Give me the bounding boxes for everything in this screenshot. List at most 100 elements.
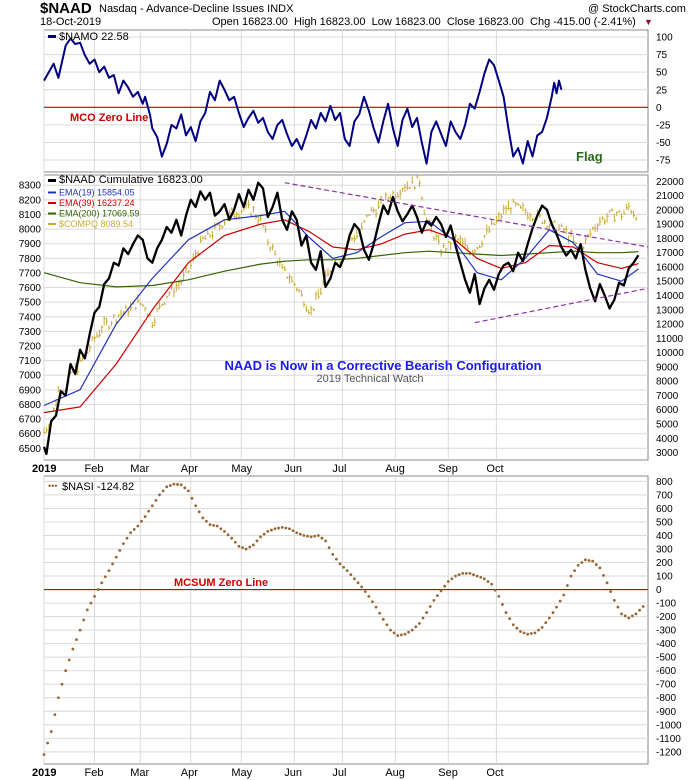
nasi-point	[161, 489, 165, 493]
nasi-point	[154, 498, 158, 502]
nasi-point	[172, 482, 176, 486]
nasi-point	[57, 696, 60, 700]
naad-chart-title: NAAD is Now in a Corrective Bearish Conf…	[224, 358, 541, 373]
naad-left-tick-label: 7000	[19, 371, 42, 382]
nasi-xtick-label: 2019	[32, 767, 56, 779]
nasi-tick-label: -600	[656, 666, 676, 677]
nasi-point	[205, 519, 208, 523]
nasi-point	[641, 605, 645, 608]
nasi-point	[53, 713, 57, 717]
nasi-point	[103, 575, 107, 579]
nasi-point	[291, 529, 295, 533]
nasi-point	[573, 569, 577, 573]
naad-xtick-label: May	[231, 463, 252, 475]
naad-legend-swatch	[48, 202, 56, 204]
naad-xtick-label: Jun	[284, 463, 302, 475]
nasi-point	[468, 571, 472, 575]
nasi-point	[241, 546, 244, 550]
nasi-point	[71, 647, 75, 651]
naad-right-tick-label: 14000	[656, 291, 684, 302]
naad-right-tick-label: 6000	[656, 405, 679, 416]
nasi-point	[555, 605, 558, 609]
nasi-point	[623, 614, 627, 618]
nasi-point	[215, 524, 219, 528]
naad-right-tick-label: 11000	[656, 334, 684, 345]
nasi-point	[183, 486, 187, 490]
nasi-point	[140, 519, 143, 523]
nasi-xtick-label: Jun	[284, 767, 302, 779]
naad-left-tick-label: 7700	[19, 268, 42, 279]
symbol-description: Nasdaq - Advance-Decline Issues INDX	[99, 3, 294, 15]
nasi-point	[612, 598, 616, 602]
nasi-point	[360, 585, 364, 589]
nasi-point	[616, 605, 620, 609]
nasi-tick-label: 400	[656, 531, 673, 542]
nasi-point	[201, 516, 205, 520]
nasi-xtick-label: Oct	[486, 767, 503, 779]
nasi-point	[230, 536, 234, 540]
naad-left-tick-label: 7800	[19, 254, 42, 265]
nasi-tick-label: 500	[656, 517, 673, 528]
compq-bars	[43, 175, 638, 435]
nasi-point	[544, 621, 548, 625]
naad-left-tick-label: 6600	[19, 429, 42, 440]
naad-legend-label: EMA(200) 17069.59	[59, 209, 140, 219]
nasi-point	[522, 631, 526, 635]
nasi-point	[410, 628, 414, 632]
naad-legend-label: $NAAD Cumulative 16823.00	[59, 174, 203, 186]
nasi-point	[598, 566, 602, 570]
mco-frame	[43, 29, 649, 173]
nasi-point	[186, 489, 190, 493]
naad-xtick-label: Sep	[438, 463, 458, 475]
nasi-point	[111, 562, 114, 566]
nasi-point	[609, 590, 613, 594]
nasi-tick-label: -200	[656, 612, 676, 623]
naad-right-tick-label: 16000	[656, 262, 684, 273]
nasi-tick-label: 0	[656, 585, 662, 596]
nasi-point	[486, 580, 490, 583]
nasi-point	[122, 542, 125, 546]
nasi-point	[450, 577, 454, 581]
mco-tick-label: -50	[656, 138, 671, 149]
nasi-point	[42, 753, 46, 756]
nasi-point	[515, 626, 519, 630]
mco-tick-label: 50	[656, 68, 668, 79]
naad-right-tick-label: 9000	[656, 362, 679, 373]
nasi-point	[194, 504, 198, 508]
nasi-point	[425, 611, 429, 614]
nasi-point	[432, 598, 436, 602]
naad-right-tick-label: 21000	[656, 191, 684, 202]
naad-right-tick-label: 19000	[656, 220, 684, 231]
nasi-point	[421, 616, 425, 620]
naad-legend-label: $COMPQ 8089.54	[59, 219, 133, 229]
naad-left-tick-label: 6800	[19, 400, 42, 411]
nasi-point	[190, 496, 194, 500]
chart-date: 18-Oct-2019	[40, 16, 102, 28]
nasi-tick-label: -1100	[656, 734, 681, 745]
nasi-point	[208, 523, 212, 527]
nasi-point	[439, 589, 443, 593]
nasi-xtick-label: Feb	[85, 767, 104, 779]
naad-right-tick-label: 22000	[656, 177, 684, 188]
naad-left-tick-label: 7400	[19, 312, 42, 323]
nasi-point	[89, 601, 93, 605]
nasi-point	[179, 483, 183, 487]
nasi-point	[331, 553, 335, 556]
nasi-point	[324, 539, 327, 543]
nasi-tick-label: -1000	[656, 720, 682, 731]
nasi-point	[345, 569, 349, 573]
nasi-point	[262, 532, 266, 536]
nasi-point	[237, 544, 241, 548]
nasi-point	[251, 543, 255, 547]
nasi-point	[454, 574, 457, 578]
namo-series-line	[43, 37, 563, 165]
ohlc-readout: Open 16823.00 High 16823.00 Low 16823.00…	[212, 16, 636, 28]
naad-xtick-label: Aug	[385, 463, 405, 475]
nasi-point	[356, 581, 360, 585]
nasi-point	[96, 588, 100, 591]
nasi-xtick-label: Aug	[385, 767, 405, 779]
nasi-point	[472, 573, 475, 577]
nasi-point	[226, 533, 230, 537]
naad-xtick-label: 2019	[32, 463, 56, 475]
nasi-tick-label: -500	[656, 653, 676, 664]
